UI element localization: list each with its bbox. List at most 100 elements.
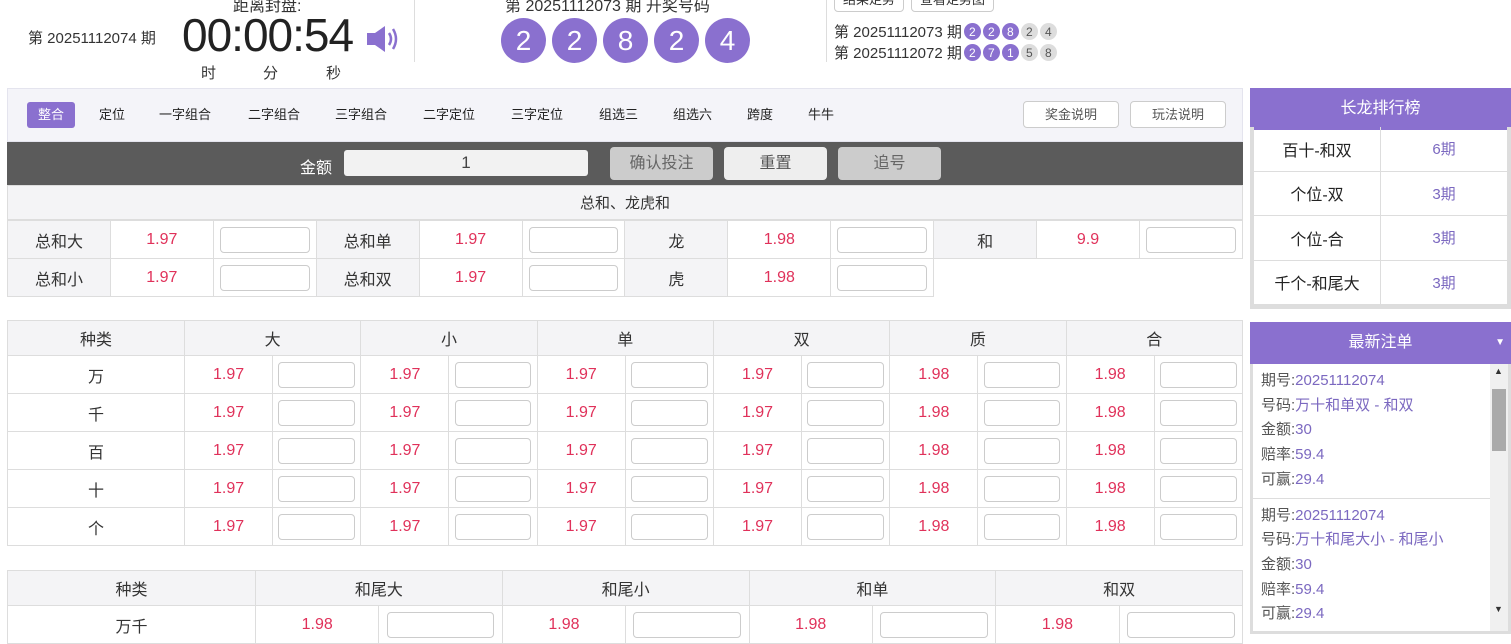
bet-input-cell [624,355,714,394]
bet-input[interactable] [983,475,1061,502]
bet-input-cell [801,431,891,470]
bet-record: 期号:20251112074 号码:万十和单双 - 和双 金额:30 赔率:59.4 可… [1253,364,1493,499]
bet-input[interactable] [528,264,619,291]
odds: 1.97 [360,507,450,546]
scrollbar[interactable]: ▲ ▼ [1490,364,1508,631]
tab-3[interactable]: 二字组合 [248,107,301,122]
bet-input[interactable] [1146,226,1236,253]
column-header: 和尾大 [255,570,503,606]
scroll-up-icon[interactable]: ▲ [1494,366,1503,376]
bet-input[interactable] [219,264,310,291]
odds: 1.97 [183,469,274,508]
bet-input[interactable] [1159,437,1237,464]
odds: 1.98 [1065,393,1155,432]
prize-info-button[interactable]: 奖金说明 [1023,101,1119,128]
tab-0[interactable]: 整合 [27,102,76,128]
draw-title: 第 20251112073 期 开奖号码 [505,0,710,15]
history-ball: 2 [1020,23,1038,40]
chase-button[interactable]: 追号 [838,147,941,180]
bet-input[interactable] [454,399,532,426]
scroll-down-icon[interactable]: ▼ [1494,604,1503,614]
bet-input[interactable] [278,513,356,540]
bet-input[interactable] [807,437,885,464]
tab-7[interactable]: 组选三 [599,107,639,122]
amount-input[interactable] [344,150,588,176]
divider [826,0,827,62]
amount-label: 金额 [300,160,333,177]
bet-input[interactable] [1159,361,1237,388]
bet-input[interactable] [807,361,885,388]
bet-input[interactable] [631,513,708,540]
bet-input-cell [448,393,538,432]
bet-input[interactable] [807,399,885,426]
bet-input[interactable] [528,226,619,253]
bet-input[interactable] [633,611,742,638]
bet-input[interactable] [837,226,928,253]
bet-input[interactable] [837,264,928,291]
bet-input[interactable] [631,437,708,464]
bet-input[interactable] [807,475,885,502]
tab-5[interactable]: 二字定位 [423,107,476,122]
odds: 1.97 [536,469,626,508]
bet-input[interactable] [631,399,708,426]
bet-input[interactable] [278,399,356,426]
odds: 1.98 [889,469,979,508]
bet-input[interactable] [983,399,1061,426]
speaker-icon[interactable] [366,24,402,54]
column-header: 和双 [995,570,1243,606]
bet-input[interactable] [631,475,708,502]
bet-input[interactable] [983,513,1061,540]
tab-6[interactable]: 三字定位 [511,107,564,122]
tab-4[interactable]: 三字组合 [335,107,388,122]
tab-2[interactable]: 一字组合 [159,107,212,122]
trend-chart-button[interactable]: 查看走势图 [911,0,995,12]
bet-input[interactable] [278,437,356,464]
bet-label: 总和双 [315,258,420,297]
bet-input-cell [624,469,714,508]
bet-input[interactable] [807,513,885,540]
caret-down-icon[interactable]: ▼ [1495,337,1505,348]
tab-1[interactable]: 定位 [99,107,126,122]
odds: 1.97 [712,431,803,470]
draw-ball: 8 [603,18,648,63]
scroll-thumb[interactable] [1492,389,1506,451]
bet-input[interactable] [278,361,356,388]
bet-input[interactable] [219,226,310,253]
tab-8[interactable]: 组选六 [673,107,713,122]
rules-button[interactable]: 玩法说明 [1130,101,1226,128]
row-label: 十 [7,469,185,508]
rank-periods: 3期 [1432,185,1456,203]
dragon-rank-row: 百十-和双 6期 [1254,127,1507,172]
bet-label: 总和单 [315,220,420,259]
tab-10[interactable]: 牛牛 [808,107,835,122]
result-trend-button[interactable]: 结果走势 [834,0,905,12]
odds: 1.98 [889,507,979,546]
bet-input[interactable] [983,361,1061,388]
bet-input[interactable] [1159,399,1237,426]
bet-input[interactable] [454,475,532,502]
bet-input[interactable] [631,361,708,388]
odds: 1.97 [109,258,214,297]
history-ball: 8 [1001,23,1019,40]
bet-input-cell [448,507,538,546]
bet-input[interactable] [454,513,532,540]
bet-input[interactable] [278,475,356,502]
bet-input[interactable] [386,611,495,638]
tab-9[interactable]: 跨度 [747,107,774,122]
bet-input[interactable] [1159,475,1237,502]
bet-input-cell [1153,431,1244,470]
bet-input-cell [1153,507,1244,546]
odds: 1.97 [536,431,626,470]
bet-input[interactable] [1159,513,1237,540]
bet-input[interactable] [454,437,532,464]
bet-input[interactable] [454,361,532,388]
bet-input-cell [830,258,935,297]
bet-field: 赔率:59.4 [1261,443,1485,468]
latest-bets-title[interactable]: 最新注单 ▼ [1250,322,1511,364]
bet-input[interactable] [983,437,1061,464]
reset-button[interactable]: 重置 [724,147,827,180]
bet-input-cell [801,355,891,394]
confirm-bet-button[interactable]: 确认投注 [610,147,713,180]
rank-periods: 6期 [1432,141,1456,159]
odds: 1.98 [995,605,1120,644]
